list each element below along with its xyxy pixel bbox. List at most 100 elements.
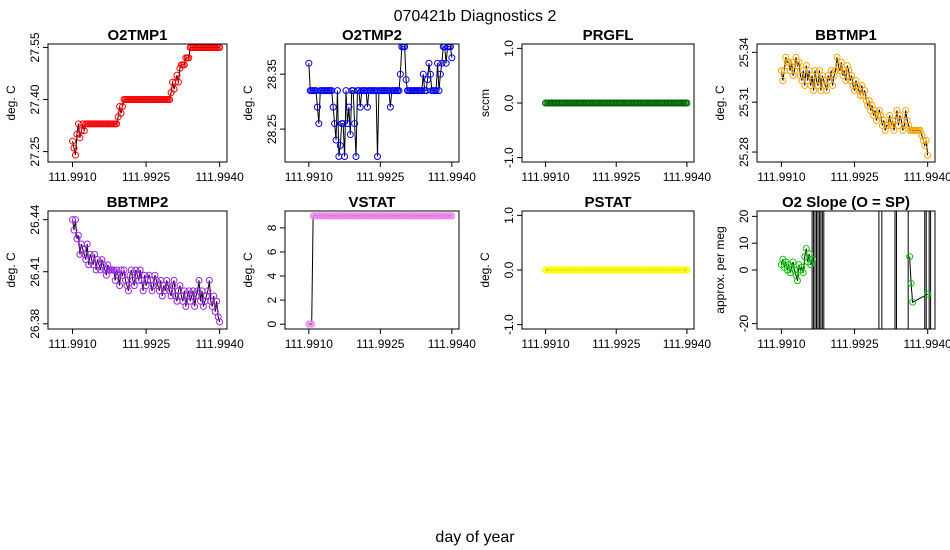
y-tick-label: 10 [737, 236, 751, 250]
data-point [899, 126, 907, 134]
data-point [836, 67, 844, 75]
data-point [208, 302, 216, 310]
data-point [111, 276, 119, 284]
data-point [849, 82, 857, 90]
data-point [396, 70, 404, 78]
data-point [793, 62, 801, 70]
x-tick-label: 111.9940 [663, 337, 712, 351]
data-point [386, 103, 394, 111]
data-point [210, 292, 218, 300]
x-tick-label: 111.9940 [904, 170, 950, 184]
plot-frame [521, 43, 695, 163]
data-point [424, 76, 432, 84]
y-tick-label: 25.31 [737, 87, 751, 117]
data-point [782, 53, 790, 61]
data-point [180, 61, 188, 69]
y-tick-label: 20 [737, 209, 751, 223]
data-point [315, 120, 323, 128]
data-point [813, 77, 820, 85]
data-point [194, 287, 202, 295]
data-point [864, 101, 872, 109]
data-point [848, 72, 856, 80]
data-point [343, 120, 351, 128]
data-point [905, 121, 913, 129]
data-point [91, 250, 99, 258]
data-point [814, 82, 822, 90]
y-axis-label: sccm [478, 89, 492, 117]
data-point [853, 82, 861, 90]
y-axis-label: approx. per meg [713, 226, 727, 313]
data-point [216, 318, 224, 326]
x-tick-label: 111.9940 [428, 170, 477, 184]
data-point [426, 70, 434, 78]
panel-title: O2TMP1 [107, 27, 167, 44]
panel-title: VSTAT [349, 194, 396, 211]
panel-title: O2TMP2 [342, 27, 402, 44]
data-point [815, 67, 823, 75]
panels: O2TMP1 deg. C 27.25 27.40 27.55 111.9910 111.9… [4, 27, 950, 351]
data-point [893, 106, 901, 114]
y-tick-label: 28.35 [265, 59, 279, 89]
data-point [70, 226, 78, 234]
y-axis-label: deg. C [4, 252, 18, 288]
data-point [174, 78, 182, 86]
data-point [448, 54, 456, 62]
data-point [179, 297, 187, 305]
data-point [191, 302, 199, 310]
data-point [884, 121, 892, 129]
data-point [170, 85, 178, 93]
data-point [308, 320, 316, 328]
y-tick-label: 25.28 [737, 137, 751, 167]
data-point [795, 58, 803, 66]
data-point [83, 240, 91, 248]
data-point [96, 266, 104, 274]
data-point [779, 77, 787, 85]
data-point [176, 282, 184, 290]
x-tick-label: 111.9925 [356, 170, 405, 184]
data-point [185, 287, 193, 295]
data-point [808, 72, 816, 80]
data-point [185, 54, 193, 62]
x-tick-label: 111.9910 [48, 337, 97, 351]
data-point [197, 297, 205, 305]
data-point [166, 96, 174, 104]
x-tick-label: 111.9925 [356, 337, 405, 351]
data-point [332, 136, 340, 144]
plot-frame [47, 210, 228, 330]
data-point [683, 266, 691, 274]
data-point [870, 111, 878, 119]
data-point [832, 67, 840, 75]
data-point [70, 144, 78, 152]
data-point [823, 87, 831, 95]
data-point [916, 126, 924, 134]
data-point [859, 92, 867, 100]
x-tick-label: 111.9925 [592, 170, 641, 184]
plot-frame [284, 210, 460, 330]
plot-frame [521, 210, 695, 330]
data-point [777, 67, 785, 75]
data-point [881, 126, 889, 134]
data-point [205, 276, 213, 284]
y-tick-label: 28.25 [265, 114, 279, 144]
data-point [811, 67, 819, 75]
data-point [919, 136, 927, 144]
y-tick-label: -20 [737, 315, 751, 333]
plot-frame [284, 43, 460, 163]
x-tick-label: 111.9925 [592, 337, 641, 351]
y-tick-label: 27.40 [28, 84, 42, 114]
data-point [865, 97, 873, 105]
data-point [924, 290, 932, 298]
y-axis-label: deg. C [4, 85, 18, 121]
data-point [792, 53, 800, 61]
y-tick-label: 4 [265, 272, 279, 279]
plot-area [777, 211, 932, 329]
panel-title: BBTMP2 [107, 194, 169, 211]
data-point [331, 120, 339, 128]
data-point [135, 276, 143, 284]
data-point [789, 72, 797, 80]
data-point [896, 111, 904, 119]
data-point [804, 77, 812, 85]
data-point [114, 271, 122, 279]
data-point [76, 134, 84, 142]
